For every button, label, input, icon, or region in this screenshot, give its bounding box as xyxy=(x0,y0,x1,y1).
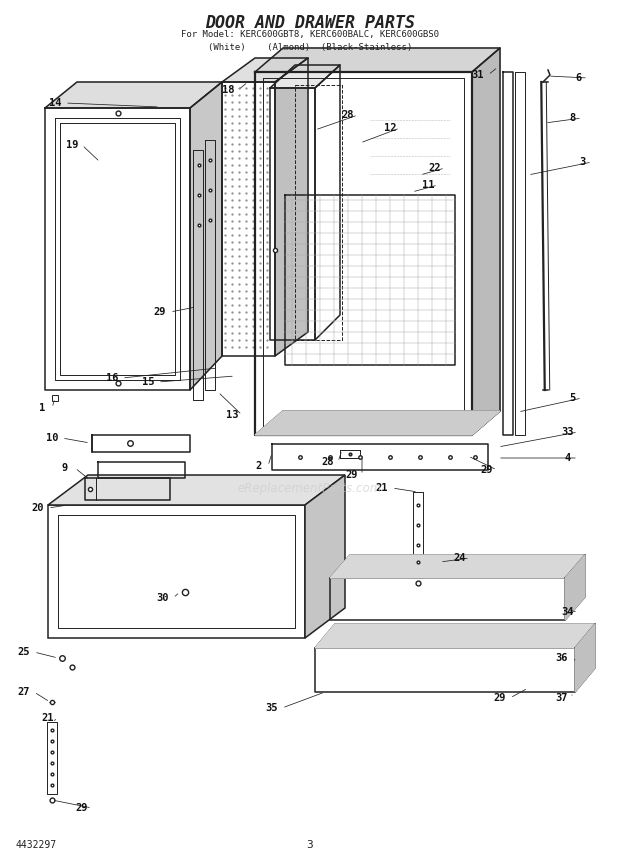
Text: 35: 35 xyxy=(266,703,278,713)
Polygon shape xyxy=(45,82,222,108)
Text: 22: 22 xyxy=(429,163,441,173)
Text: eReplacementParts.com: eReplacementParts.com xyxy=(238,482,382,495)
Text: 16: 16 xyxy=(106,373,118,383)
Text: 11: 11 xyxy=(422,180,434,190)
Text: 29: 29 xyxy=(494,693,507,703)
Text: 19: 19 xyxy=(66,140,78,150)
Text: 29: 29 xyxy=(346,470,358,480)
Text: 25: 25 xyxy=(18,647,30,657)
Text: 29: 29 xyxy=(154,307,166,317)
Polygon shape xyxy=(275,58,308,356)
Text: 10: 10 xyxy=(46,433,58,443)
Text: 28: 28 xyxy=(342,110,354,120)
Text: (White)    (Almond)  (Black-Stainless): (White) (Almond) (Black-Stainless) xyxy=(208,43,412,52)
Text: 1: 1 xyxy=(39,403,45,413)
Text: 4432297: 4432297 xyxy=(15,840,56,850)
Text: 30: 30 xyxy=(157,593,169,603)
Polygon shape xyxy=(222,58,308,82)
Text: 21: 21 xyxy=(376,483,388,493)
Polygon shape xyxy=(305,475,345,638)
Text: 37: 37 xyxy=(556,693,569,703)
Polygon shape xyxy=(255,411,500,435)
Text: 4: 4 xyxy=(565,453,571,463)
Text: 20: 20 xyxy=(32,503,44,513)
Text: 8: 8 xyxy=(569,113,575,123)
Text: DOOR AND DRAWER PARTS: DOOR AND DRAWER PARTS xyxy=(205,14,415,32)
Text: For Model: KERC600GBT8, KERC600BALC, KERC600GBS0: For Model: KERC600GBT8, KERC600BALC, KER… xyxy=(181,30,439,39)
Text: 6: 6 xyxy=(575,73,581,83)
Text: 12: 12 xyxy=(384,123,396,133)
Text: 3: 3 xyxy=(307,840,313,850)
Text: 34: 34 xyxy=(562,607,574,617)
Text: 2: 2 xyxy=(255,461,261,471)
Text: 36: 36 xyxy=(556,653,569,663)
Text: 33: 33 xyxy=(562,427,574,437)
Text: 14: 14 xyxy=(49,98,61,108)
Polygon shape xyxy=(575,624,595,692)
Polygon shape xyxy=(255,48,500,72)
Polygon shape xyxy=(565,555,585,620)
Polygon shape xyxy=(190,82,222,390)
Text: 13: 13 xyxy=(226,410,238,420)
Polygon shape xyxy=(48,475,345,505)
Polygon shape xyxy=(315,624,595,648)
Text: 29: 29 xyxy=(480,465,494,475)
Text: 29: 29 xyxy=(76,803,88,813)
Text: 24: 24 xyxy=(454,553,466,563)
Text: 31: 31 xyxy=(472,70,484,80)
Text: 9: 9 xyxy=(62,463,68,473)
Polygon shape xyxy=(270,65,340,88)
Text: 21: 21 xyxy=(42,713,55,723)
Text: 15: 15 xyxy=(142,377,154,387)
Text: 27: 27 xyxy=(18,687,30,697)
Text: 28: 28 xyxy=(322,457,334,467)
Polygon shape xyxy=(472,48,500,435)
Text: 18: 18 xyxy=(222,85,234,95)
Polygon shape xyxy=(330,555,585,578)
Text: 5: 5 xyxy=(569,393,575,403)
Text: 3: 3 xyxy=(579,157,585,167)
